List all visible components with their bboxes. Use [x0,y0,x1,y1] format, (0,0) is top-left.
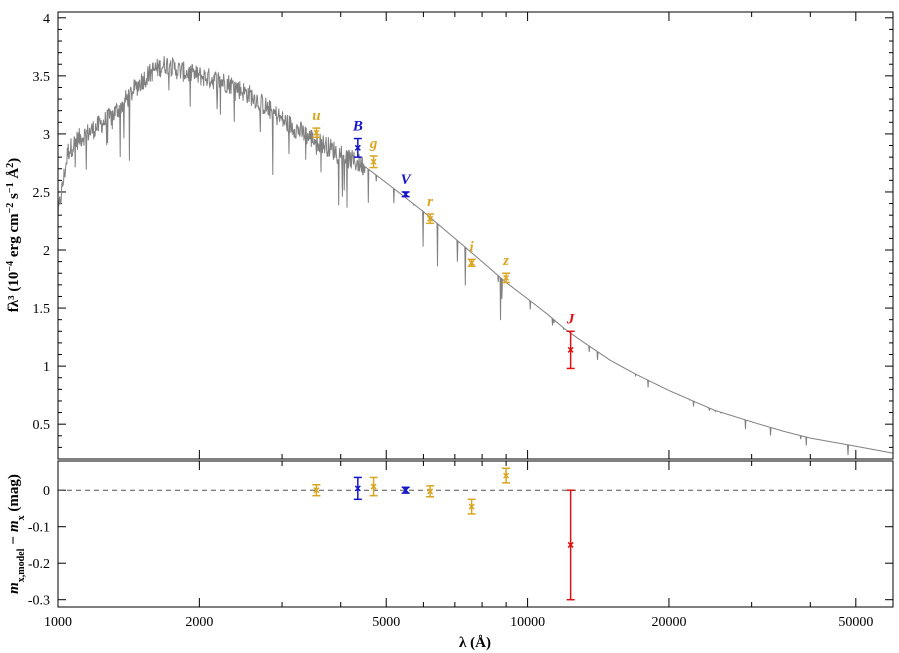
top-ytick-label: 2 [43,244,50,259]
residual-points [312,467,575,601]
photometry-marker-g [370,158,377,165]
residual-marker-z [503,472,510,479]
residual-marker-u [313,487,320,494]
photometry-marker-r [427,215,434,222]
bottom-ytick-label: 0 [43,484,50,499]
residual-marker-J [567,541,574,548]
top-ytick-label: 0.5 [33,418,51,433]
band-label-J: J [566,311,575,327]
top-panel: 0.5 1 1.5 2 2.5 3 3.5 4 u Bg Vr i z J [33,11,894,460]
band-label-g: g [369,136,378,152]
residual-marker-g [370,483,377,490]
residual-marker-i [468,503,475,510]
residual-marker-r [427,488,434,495]
xtick-label: 1000 [44,615,72,630]
bottom-ytick-label: -0.1 [28,521,50,536]
band-label-u: u [312,108,320,124]
photometry-marker-B [354,144,361,151]
bottom-panel-frame [57,460,894,608]
top-ytick-label: 4 [43,12,50,27]
band-label-z: z [502,253,509,269]
xtick-label: 5000 [372,615,400,630]
top-ytick-label: 2.5 [33,186,51,201]
top-ytick-label: 3.5 [33,70,51,85]
bottom-axis-ticks: 1000 2000 5000 10000 20000 50000 0 -0.1 -0.2 -0.3 [28,461,894,630]
band-label-B: B [352,119,363,135]
residual-marker-B [354,485,361,492]
xtick-label: 20000 [651,615,686,630]
photometry-marker-u [313,129,320,136]
photometry-marker-V [402,191,409,198]
bottom-panel: 1000 2000 5000 10000 20000 50000 0 -0.1 -0.2 -0.3 [28,460,894,630]
xtick-label: 2000 [185,615,213,630]
top-ytick-label: 1 [43,360,50,375]
x-axis-title: λ (Å) [459,635,491,651]
bottom-ytick-label: -0.3 [28,594,50,609]
top-panel-frame [57,11,894,460]
xtick-label: 10000 [510,615,545,630]
top-ytick-label: 1.5 [33,302,51,317]
top-y-axis-title: fλ³ (10−4 erg cm−2 s−1 Å2) [5,158,23,312]
bottom-ytick-label: -0.2 [28,557,50,572]
photometry-points: u Bg Vr i z J [312,108,575,370]
model-spectrum-line [57,56,894,456]
residual-marker-V [402,487,409,494]
xtick-label: 50000 [838,615,873,630]
top-axis-ticks: 0.5 1 1.5 2 2.5 3 3.5 4 [33,12,894,459]
top-ytick-label: 3 [43,128,50,143]
band-label-V: V [401,172,413,188]
band-label-i: i [470,239,475,255]
photometry-marker-z [503,274,510,281]
bottom-y-axis-title: mx,model − mx (mag) [6,474,27,594]
band-label-r: r [427,194,433,210]
photometry-marker-i [468,259,475,266]
photometry-marker-J [567,346,574,353]
